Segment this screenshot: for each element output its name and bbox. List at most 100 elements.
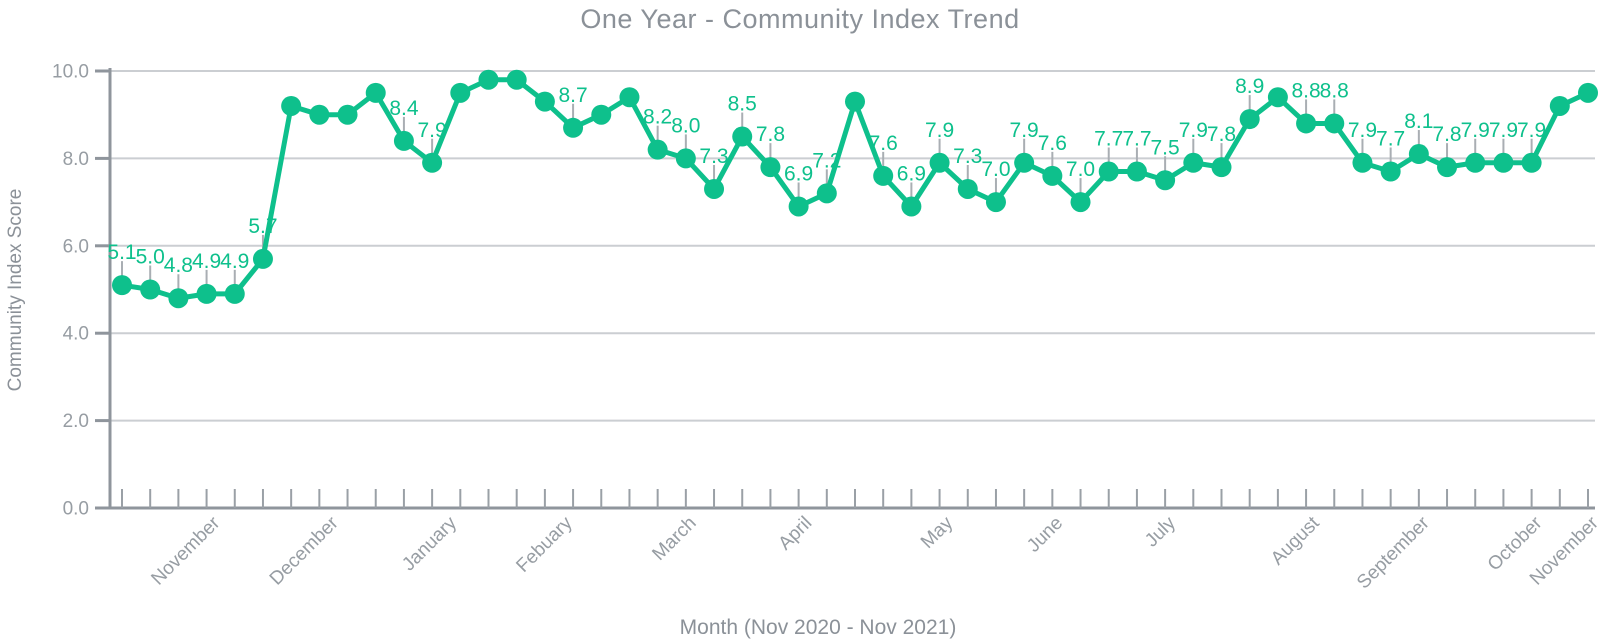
month-label: November [147,512,224,589]
month-label: August [1267,512,1324,569]
value-label: 7.0 [1066,158,1095,181]
value-label: 7.7 [1376,128,1405,151]
data-point-marker [365,82,386,103]
value-label: 5.7 [248,215,277,238]
data-point-marker [506,69,527,90]
data-point-marker [1578,82,1598,103]
data-point-marker [1408,144,1429,165]
data-point-marker [1014,152,1035,173]
data-point-marker [534,91,555,112]
value-label: 7.9 [1179,119,1208,142]
data-point-marker [1267,87,1288,108]
y-tick-label: 10.0 [52,62,89,83]
value-label: 7.6 [869,132,898,155]
data-point-marker [901,196,922,217]
value-label: 7.6 [1038,132,1067,155]
month-label: March [648,513,700,565]
data-point-marker [1521,152,1542,173]
value-label: 6.9 [784,162,813,185]
data-point-marker [450,82,471,103]
data-point-marker [1098,161,1119,182]
month-label: December [266,512,343,589]
data-point-marker [1465,152,1486,173]
data-point-marker [816,183,837,204]
value-label: 4.8 [164,254,193,277]
value-label: 7.3 [953,145,982,168]
data-point-marker [873,165,894,186]
data-point-marker [704,178,725,199]
value-label: 8.8 [1291,79,1320,102]
data-point-marker [1155,170,1176,191]
data-point-marker [1239,109,1260,130]
value-label: 7.5 [1151,136,1180,159]
value-label: 8.0 [671,114,700,137]
data-point-marker [224,283,245,304]
data-point-marker [1042,165,1063,186]
value-label: 4.9 [220,250,249,273]
data-point-marker [337,104,358,125]
y-tick-label: 4.0 [63,324,89,345]
month-label: July [1141,512,1180,551]
data-point-marker [1324,113,1345,134]
month-label: September [1353,512,1434,593]
data-point-marker [985,192,1006,213]
data-point-marker [1211,157,1232,178]
data-point-marker [252,248,273,269]
data-point-marker [845,91,865,112]
data-point-marker [309,104,330,125]
value-label: 8.5 [728,93,757,116]
data-point-marker [760,157,781,178]
value-label: 4.9 [192,250,221,273]
value-label: 7.9 [925,119,954,142]
value-label: 5.1 [107,241,136,264]
data-point-marker [1296,113,1317,134]
value-label: 7.9 [1010,119,1039,142]
data-point-marker [957,178,978,199]
data-point-marker [1380,161,1401,182]
data-point-marker [732,126,753,147]
value-label: 8.1 [1404,110,1433,133]
value-label: 7.0 [981,158,1010,181]
y-tick-label: 2.0 [63,411,89,432]
value-label: 7.8 [1207,123,1236,146]
value-label: 7.7 [1094,128,1123,151]
value-label: 7.3 [699,145,728,168]
value-label: 7.9 [1517,119,1546,142]
data-point-marker [1183,152,1204,173]
value-label: 7.9 [418,119,447,142]
month-label: April [775,513,817,555]
data-point-marker [591,104,612,125]
value-label: 7.8 [1432,123,1461,146]
month-label: Febuary [512,512,576,576]
value-label: 5.0 [136,246,165,269]
chart-title: One Year - Community Index Trend [580,4,1020,34]
data-point-marker [196,283,217,304]
value-label: 8.8 [1320,79,1349,102]
data-point-marker [1549,95,1570,116]
y-tick-label: 6.0 [63,236,89,257]
month-label: May [917,512,958,553]
value-label: 8.4 [389,97,419,120]
data-point-marker [1493,152,1514,173]
value-label: 8.2 [643,106,672,129]
data-point-marker [929,152,950,173]
data-point-marker [140,279,161,300]
data-point-marker [281,95,302,116]
data-point-marker [422,152,443,173]
x-axis-title: Month (Nov 2020 - Nov 2021) [679,616,957,639]
value-label: 7.9 [1461,119,1490,142]
value-label: 7.2 [812,149,841,172]
value-label: 8.9 [1235,75,1264,98]
month-label: June [1023,513,1067,557]
data-point-marker [647,139,668,160]
y-tick-label: 0.0 [63,499,89,520]
data-point-marker [1437,157,1458,178]
value-label: 8.7 [558,84,587,107]
data-point-marker [675,148,696,169]
data-point-marker [1126,161,1147,182]
data-point-marker [168,288,189,309]
value-label: 6.9 [897,162,926,185]
data-point-marker [1070,192,1091,213]
